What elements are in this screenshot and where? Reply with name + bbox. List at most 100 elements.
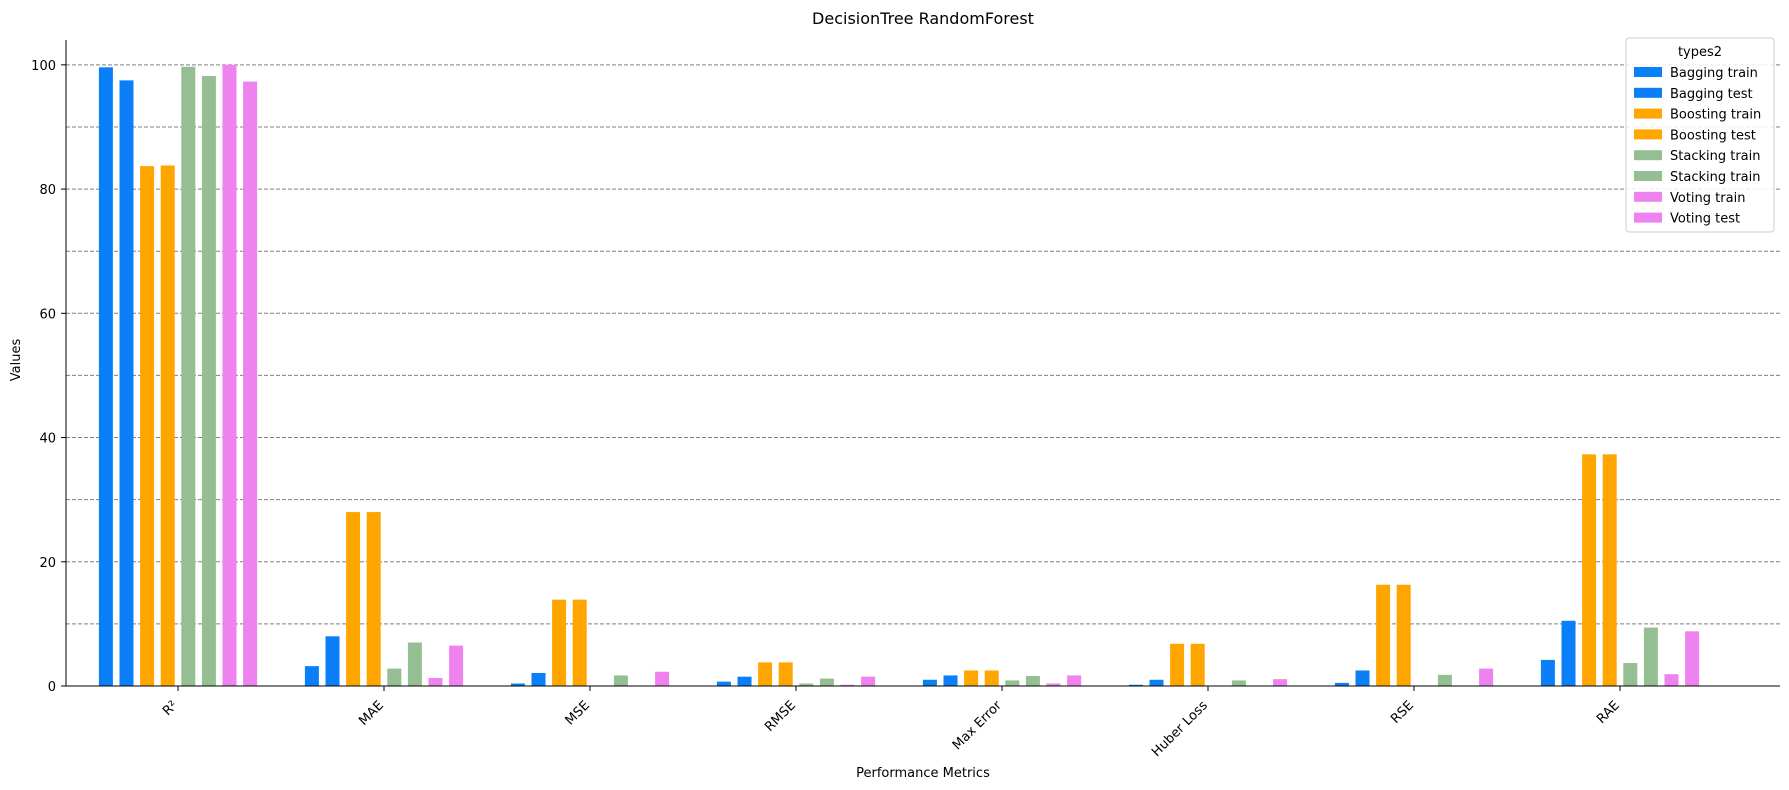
legend-box [1625,37,1775,233]
bar [964,670,979,686]
legend-swatch [1634,129,1662,140]
bar [366,512,381,686]
bar [1376,584,1391,686]
bar [1005,680,1020,686]
bar [1540,659,1555,686]
bar [819,678,834,686]
x-axis-title: Performance Metrics [856,766,990,781]
bar [1643,627,1658,686]
bar [346,512,361,686]
legend-label: Bagging test [1670,87,1753,102]
bar [1561,620,1576,686]
legend-items: Bagging train Bagging test Boosting train B… [1634,66,1761,227]
legend-label: Bagging train [1670,66,1758,81]
grid-lines [66,64,1780,625]
bar [655,671,670,686]
bar [1479,668,1494,686]
bar [1231,680,1246,686]
bar [140,166,155,686]
bar [98,67,113,687]
bar [1355,670,1370,686]
y-axis-title: Values [9,339,24,382]
bar [1685,631,1700,686]
bar [1396,584,1411,686]
y-tick-label: 80 [39,183,56,198]
legend-swatch [1634,191,1662,202]
bar [572,599,587,686]
bar [304,666,319,686]
legend-label: Boosting train [1670,108,1761,123]
bar [160,165,175,686]
axes [65,40,1780,687]
y-tick-label: 60 [39,307,56,322]
bar [1128,684,1143,686]
y-tick-label: 40 [39,432,56,447]
bar [181,66,196,687]
bar [1602,454,1617,686]
bar [984,670,999,686]
bar [758,662,773,686]
y-tick-label: 0 [48,680,56,695]
bar [531,672,546,686]
bar [737,676,752,686]
bar [1334,682,1349,686]
bar [243,81,258,686]
legend-label: Voting test [1670,212,1740,227]
legend-swatch [1634,150,1662,161]
bar [510,683,525,686]
chart-title: DecisionTree RandomForest [812,9,1034,28]
bar [201,76,216,687]
bar [1025,676,1040,686]
y-ticks: 0 20 40 60 80 100 [31,59,66,695]
bar [716,681,731,686]
bar [943,675,958,686]
x-tick-label: RSE [1388,698,1417,727]
bar [1170,643,1185,686]
bar [1582,454,1597,686]
legend-label: Voting train [1670,191,1745,206]
bar [799,683,814,686]
legend-swatch [1634,171,1662,181]
legend-swatch [1634,108,1662,119]
bar [840,684,855,686]
legend-swatch [1634,67,1662,77]
legend-swatch [1634,87,1662,98]
bar [552,599,567,686]
x-tick-label: MSE [563,698,593,728]
x-ticks: R² MAE MSE RMSE Max Error Huber Loss RSE RAE [160,686,1623,760]
bar [1664,674,1679,686]
y-tick-label: 20 [39,556,56,571]
legend-title: types2 [1678,45,1722,60]
legend-swatch [1634,212,1662,223]
bar [407,642,422,686]
bar [1046,683,1061,686]
x-tick-label: RAE [1594,698,1623,727]
bar [922,679,937,686]
bar [1190,643,1205,686]
bar [1623,663,1638,686]
bar [119,80,134,686]
bar [449,645,464,686]
legend-label: Stacking train [1670,149,1761,164]
bar [1437,674,1452,686]
bar [1273,679,1288,686]
x-tick-label: MAE [356,698,387,729]
bar [613,675,628,686]
bar [861,676,876,686]
bar [387,668,402,686]
x-tick-label: Max Error [950,698,1005,753]
x-tick-label: R² [160,698,181,719]
x-tick-label: RMSE [762,698,799,735]
bar [428,677,443,686]
bar [325,636,340,686]
x-tick-label: Huber Loss [1149,698,1211,760]
legend: types2 Bagging train Bagging test Boosting… [1625,37,1775,233]
bar [1149,679,1164,686]
bar [778,662,793,686]
bar [222,64,237,687]
legend-label: Boosting test [1670,128,1756,143]
bar [1067,675,1082,686]
legend-label: Stacking train [1670,170,1761,185]
